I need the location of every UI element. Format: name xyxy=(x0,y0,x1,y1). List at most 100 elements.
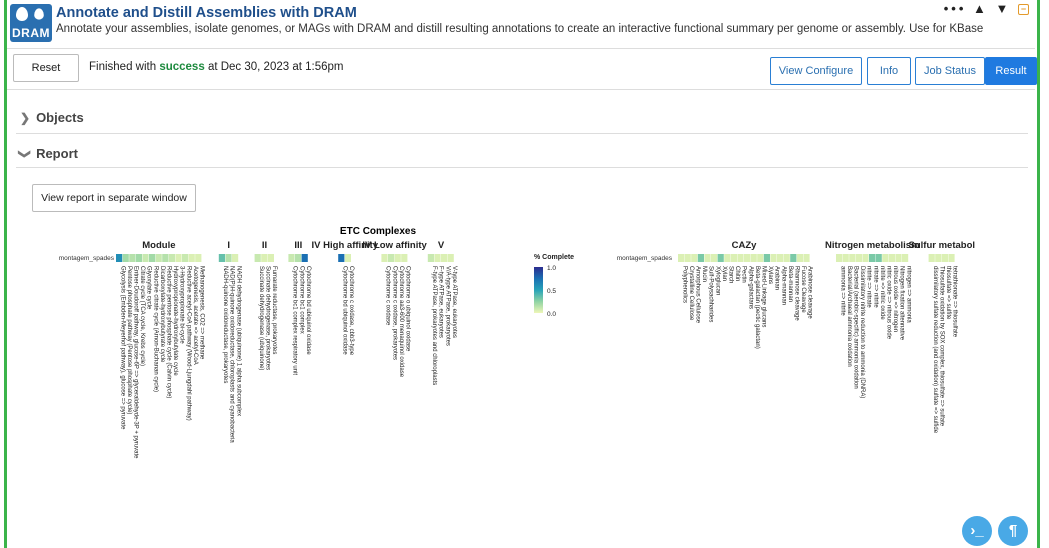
heatmap-cell xyxy=(783,254,790,262)
result-button[interactable]: Result xyxy=(985,57,1037,85)
module-label: F-type ATPase, eukaryotes xyxy=(438,266,444,338)
heatmap-cell xyxy=(697,254,704,262)
colorbar-tick: 0.5 xyxy=(547,288,556,295)
info-button[interactable]: Info xyxy=(867,57,911,85)
heatmap-cell xyxy=(888,254,895,262)
module-label: Reductive acetyl-CoA pathway (Wood-Ljung… xyxy=(185,266,191,421)
heatmap-cell xyxy=(948,254,955,262)
logo-text: DRAM xyxy=(12,26,50,40)
view-configure-button[interactable]: View Configure xyxy=(770,57,862,85)
group-label: IV Low affinity xyxy=(362,240,427,251)
module-label: Thiosulfate oxidation by SOX complex, th… xyxy=(939,266,945,427)
heatmap-cell xyxy=(129,254,136,262)
status-success: success xyxy=(159,61,205,73)
heatmap-cell xyxy=(842,254,849,262)
module-label: NADH dehydrogenase (ubiquinone) 1 alpha … xyxy=(235,266,241,416)
heatmap-cell xyxy=(704,254,711,262)
module-label: Glycolysis (Embden-Meyerhof pathway), gl… xyxy=(119,266,125,430)
heatmap-cell xyxy=(261,254,268,262)
heatmap-cell xyxy=(875,254,882,262)
module-label: Cytochrome bd ubiquinol oxidase xyxy=(342,266,348,355)
heatmap-cell xyxy=(232,254,239,262)
module-label: Amorphous Cellulose xyxy=(695,266,701,324)
heatmap-cell xyxy=(737,254,744,262)
heatmap-cell xyxy=(935,254,942,262)
group-label: Nitrogen metabolism xyxy=(825,240,920,251)
heatmap-cell xyxy=(869,254,876,262)
module-label: nitrate => nitrite xyxy=(872,266,878,308)
module-label: Methanogenesis, CO2 => methane xyxy=(199,266,205,360)
console-button[interactable]: ›_ xyxy=(962,516,992,546)
toolbar: Reset Finished with success at Dec 30, 2… xyxy=(7,48,1037,90)
module-label: Chitin xyxy=(734,266,740,281)
heatmap-cell xyxy=(441,254,448,262)
job-status-button[interactable]: Job Status xyxy=(915,57,985,85)
heatmap-cell xyxy=(427,254,434,262)
move-up-icon[interactable]: ▲ xyxy=(973,1,989,16)
heatmap-cell xyxy=(338,254,345,262)
pilcrow-button[interactable]: ¶ xyxy=(998,516,1028,546)
module-label: Pectin xyxy=(741,266,747,283)
module-label: Bacterial/Archaeal ammonia oxidation xyxy=(846,266,852,367)
chevron-right-icon: ❯ xyxy=(20,111,31,125)
module-label: 3-Hydroxypropionate bi-cycle xyxy=(179,266,185,344)
group-label: Sulfur metabol xyxy=(909,240,976,251)
heatmap-cell xyxy=(757,254,764,262)
heatmap-cell xyxy=(388,254,395,262)
heatmap-cell xyxy=(381,254,388,262)
group-label: V xyxy=(438,240,445,251)
module-label: Crystalline Cellulose xyxy=(688,266,694,321)
module-label: Rhamnose cleavage xyxy=(794,266,800,321)
module-label: V/A-type ATPase, prokaryotes xyxy=(444,266,450,346)
module-label: nitrite => nitrate xyxy=(866,266,872,308)
drop-icon xyxy=(16,7,28,21)
report-heading: Report xyxy=(36,146,78,161)
module-label: Cytochrome aa3-600 menaquinol oxidase xyxy=(398,266,404,378)
module-label: Cytochrome c oxidase, prokaryotes xyxy=(391,266,397,360)
heatmap-cell xyxy=(684,254,691,262)
status-time: at Dec 30, 2023 at 1:56pm xyxy=(207,61,344,73)
minimize-icon[interactable]: − xyxy=(1018,4,1029,15)
heatmap-cell xyxy=(895,254,902,262)
heatmap-cell xyxy=(142,254,149,262)
module-label: Glyoxylate cycle xyxy=(146,266,152,310)
module-label: Dicarboxylate-hydroxybutyrate cycle xyxy=(159,266,165,363)
heatmap-cell xyxy=(796,254,803,262)
window-controls: ••• ▲ ▼ − xyxy=(944,1,1029,16)
objects-section-toggle[interactable]: ❯ Objects xyxy=(20,110,84,125)
module-label: Dissimilatory nitrite reduction to ammon… xyxy=(859,266,865,398)
move-down-icon[interactable]: ▼ xyxy=(995,1,1012,16)
module-label: Acetogenesis, acetate => acetyl-CoA xyxy=(192,266,198,365)
app-title: Annotate and Distill Assemblies with DRA… xyxy=(56,5,357,21)
group-label: I xyxy=(227,240,230,251)
run-status: Finished with success at Dec 30, 2023 at… xyxy=(89,61,343,73)
module-label: ammonia => nitrite xyxy=(839,266,845,316)
heatmap-cell xyxy=(188,254,195,262)
heatmap-cell xyxy=(218,254,225,262)
heatmap-cell xyxy=(288,254,295,262)
module-label: thiosulfate => sulfite xyxy=(945,266,951,320)
view-report-button[interactable]: View report in separate window xyxy=(32,184,196,212)
module-label: Cytochrome bc1 complex respiratory unit xyxy=(292,266,298,375)
chevron-down-icon: ❯ xyxy=(18,148,33,160)
module-label: Mucin xyxy=(701,266,707,282)
module-label: nitrite => nitric oxide xyxy=(879,266,885,320)
module-label: F-type ATPase, prokaryotes and chloropla… xyxy=(431,266,437,385)
heatmap-cell xyxy=(730,254,737,262)
module-label: Hydroxypropionate-hydroxybutylate cycle xyxy=(172,266,178,376)
heatmap-cell xyxy=(750,254,757,262)
heatmap-chart: ETC Complexes montagem_spades Glycolysis … xyxy=(59,226,976,459)
report-section-toggle[interactable]: ❯ Report xyxy=(18,146,78,161)
module-label: NAD(P)H-quinone oxidoreductase, chloropl… xyxy=(229,266,235,443)
reset-button[interactable]: Reset xyxy=(13,54,79,82)
more-icon[interactable]: ••• xyxy=(943,1,967,16)
module-label: Arabinose cleavage xyxy=(807,266,813,319)
heatmap-cell xyxy=(941,254,948,262)
etc-complexes-header: ETC Complexes xyxy=(340,226,417,237)
heatmap-cell xyxy=(401,254,408,262)
heatmap-cell xyxy=(678,254,685,262)
module-label: nitric oxide => nitrous oxide xyxy=(886,266,892,340)
heatmap-cell xyxy=(447,254,454,262)
heatmap-cell xyxy=(267,254,274,262)
heatmap-cell xyxy=(295,254,302,262)
